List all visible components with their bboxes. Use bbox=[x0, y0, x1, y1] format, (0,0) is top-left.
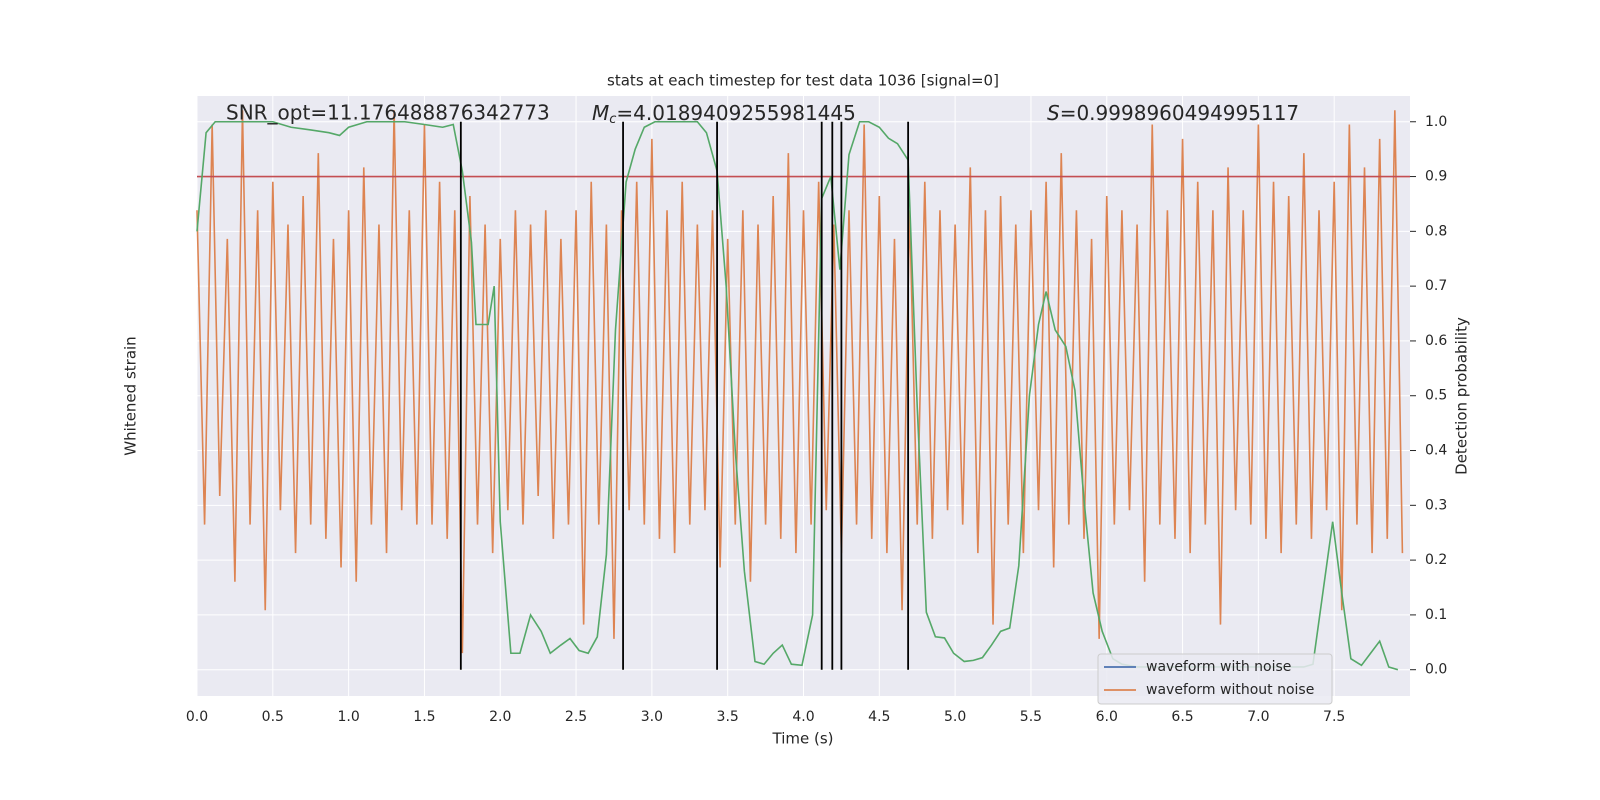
legend-label: waveform with noise bbox=[1146, 659, 1291, 675]
series-line bbox=[196, 120, 1399, 671]
x-tick-label: 2.5 bbox=[565, 709, 587, 725]
annotation-symbol: S bbox=[1047, 101, 1060, 125]
x-axis-label: Time (s) bbox=[772, 730, 834, 748]
y2-tick-label: 0.5 bbox=[1425, 388, 1447, 404]
series-line bbox=[196, 110, 1404, 654]
x-tick-label: 5.0 bbox=[944, 709, 966, 725]
x-tick-label: 0.5 bbox=[262, 709, 284, 725]
x-tick-label: 5.5 bbox=[1020, 709, 1042, 725]
x-tick-label: 1.0 bbox=[337, 709, 359, 725]
x-tick-label: 4.0 bbox=[792, 709, 814, 725]
y2-tick-label: 0.6 bbox=[1425, 333, 1447, 349]
x-tick-label: 3.5 bbox=[717, 709, 739, 725]
x-tick-label: 1.5 bbox=[413, 709, 435, 725]
y2-tick-label: 0.9 bbox=[1425, 169, 1447, 185]
annotation-symbol: M bbox=[592, 101, 609, 125]
legend-label: waveform without noise bbox=[1146, 682, 1314, 698]
x-tick-label: 7.0 bbox=[1247, 709, 1269, 725]
y2-tick-label: 1.0 bbox=[1425, 114, 1447, 130]
y2-tick-label: 0.0 bbox=[1425, 662, 1447, 678]
annotation-subscript: c bbox=[609, 112, 616, 127]
x-tick-label: 3.0 bbox=[641, 709, 663, 725]
y2-axis-label: Detection probability bbox=[1453, 317, 1471, 475]
annotation-text: =0.9998960494995117 bbox=[1060, 101, 1299, 125]
annotation-text: =4.0189409255981445 bbox=[616, 101, 855, 125]
y-axis-label: Whitened strain bbox=[122, 336, 140, 455]
y2-tick-label: 0.2 bbox=[1425, 552, 1447, 568]
x-tick-label: 2.0 bbox=[489, 709, 511, 725]
y2-tick-label: 0.7 bbox=[1425, 278, 1447, 294]
y2-tick-label: 0.3 bbox=[1425, 497, 1447, 513]
annotation: SNR_opt=11.176488876342773 bbox=[226, 101, 550, 125]
x-tick-label: 4.5 bbox=[868, 709, 890, 725]
annotation: Mc=4.0189409255981445 bbox=[592, 101, 856, 127]
annotation: S=0.9998960494995117 bbox=[1047, 101, 1299, 125]
legend-box bbox=[1097, 653, 1333, 705]
x-tick-label: 6.5 bbox=[1171, 709, 1193, 725]
x-tick-label: 6.0 bbox=[1096, 709, 1118, 725]
y2-tick-label: 0.1 bbox=[1425, 607, 1447, 623]
y2-tick-label: 0.8 bbox=[1425, 223, 1447, 239]
y2-tick-label: 0.4 bbox=[1425, 443, 1447, 459]
x-tick-label: 0.0 bbox=[186, 709, 208, 725]
x-tick-label: 7.5 bbox=[1323, 709, 1345, 725]
legend: waveform with noise waveform without nois… bbox=[1097, 653, 1333, 705]
plot-area bbox=[196, 96, 1410, 696]
chart-title: stats at each timestep for test data 103… bbox=[607, 72, 999, 90]
